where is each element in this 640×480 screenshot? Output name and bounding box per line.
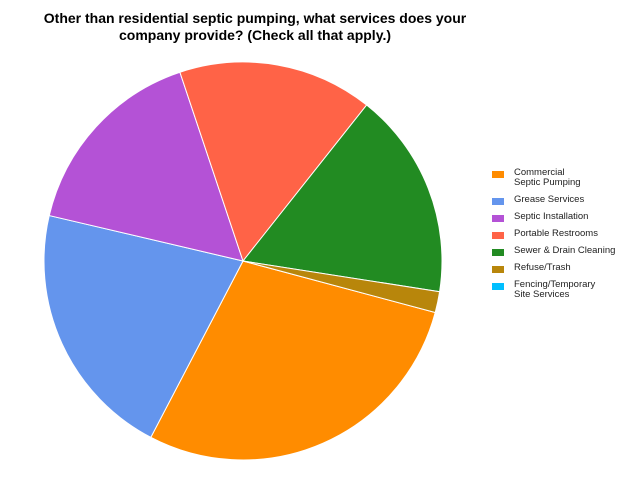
- pie-slice-5: [242, 260, 441, 314]
- pie-slice-0: [150, 260, 436, 461]
- legend-swatch: [492, 171, 504, 178]
- legend-swatch: [492, 232, 504, 239]
- pie-slice-2: [48, 71, 244, 262]
- legend-label: Refuse/Trash: [514, 262, 571, 273]
- legend-item: Refuse/Trash: [492, 263, 632, 273]
- legend-item: Sewer & Drain Cleaning: [492, 246, 632, 256]
- pie-slice-4: [242, 104, 443, 293]
- legend-label: Septic Installation: [514, 211, 589, 222]
- legend-swatch: [492, 266, 504, 273]
- legend-label: Grease Services: [514, 194, 585, 205]
- legend-swatch: [492, 198, 504, 205]
- legend-label: Fencing/Temporary Site Services: [514, 279, 596, 300]
- chart-title: Other than residential septic pumping, w…: [43, 10, 467, 43]
- legend-label: Portable Restrooms: [514, 228, 598, 239]
- legend-label: Sewer & Drain Cleaning: [514, 245, 616, 256]
- pie-slice-3: [179, 61, 368, 263]
- legend-item: Septic Installation: [492, 212, 632, 222]
- legend-item: Portable Restrooms: [492, 229, 632, 239]
- legend-item: Grease Services: [492, 195, 632, 205]
- legend-item: Commercial Septic Pumping: [492, 168, 632, 188]
- chart-legend: Commercial Septic Pumping Grease Services…: [492, 168, 632, 307]
- legend-swatch: [492, 215, 504, 222]
- legend-swatch: [492, 283, 504, 290]
- legend-label: Commercial Septic Pumping: [514, 167, 581, 188]
- pie-slice-1: [43, 214, 244, 439]
- legend-swatch: [492, 249, 504, 256]
- legend-item: Fencing/Temporary Site Services: [492, 280, 632, 300]
